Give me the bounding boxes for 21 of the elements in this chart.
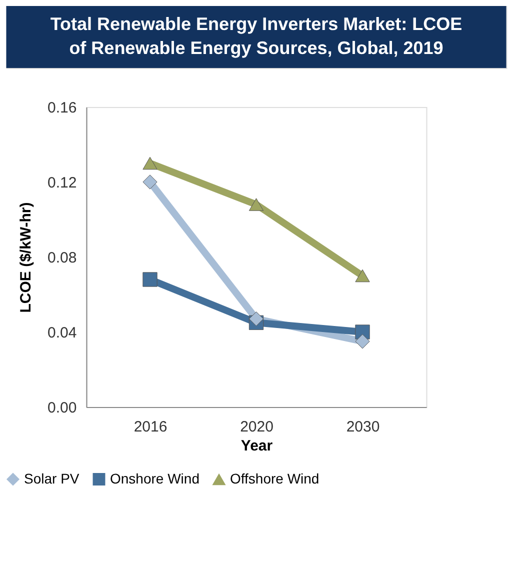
legend-label: Onshore Wind <box>110 470 200 486</box>
y-tick-label: 0.16 <box>48 100 77 116</box>
point <box>248 312 264 326</box>
y-tick-label: 0.00 <box>48 400 77 416</box>
legend-label: Offshore Wind <box>230 470 320 487</box>
y-axis-title: LCOE ($/kW-hr) <box>18 202 35 313</box>
point <box>142 272 158 287</box>
y-tick-label: 0.04 <box>48 324 77 342</box>
x-tick-label: 2020 <box>240 418 274 436</box>
x-axis-title: Year <box>240 438 273 454</box>
point <box>142 174 158 190</box>
point <box>355 269 370 282</box>
y-tick-label: 0.12 <box>48 174 77 192</box>
legend-label: Solar PV <box>24 470 80 486</box>
chart-title: Total Renewable Energy Inverters Market: LCOE of Renewable Energy Sources, Global, 2019 <box>50 14 462 58</box>
point <box>248 198 264 211</box>
x-tick-label: 2016 <box>134 418 168 436</box>
y-tick-label: 0.08 <box>48 250 77 266</box>
x-tick-label: 2030 <box>346 418 380 436</box>
point <box>142 156 158 170</box>
point <box>355 334 370 349</box>
